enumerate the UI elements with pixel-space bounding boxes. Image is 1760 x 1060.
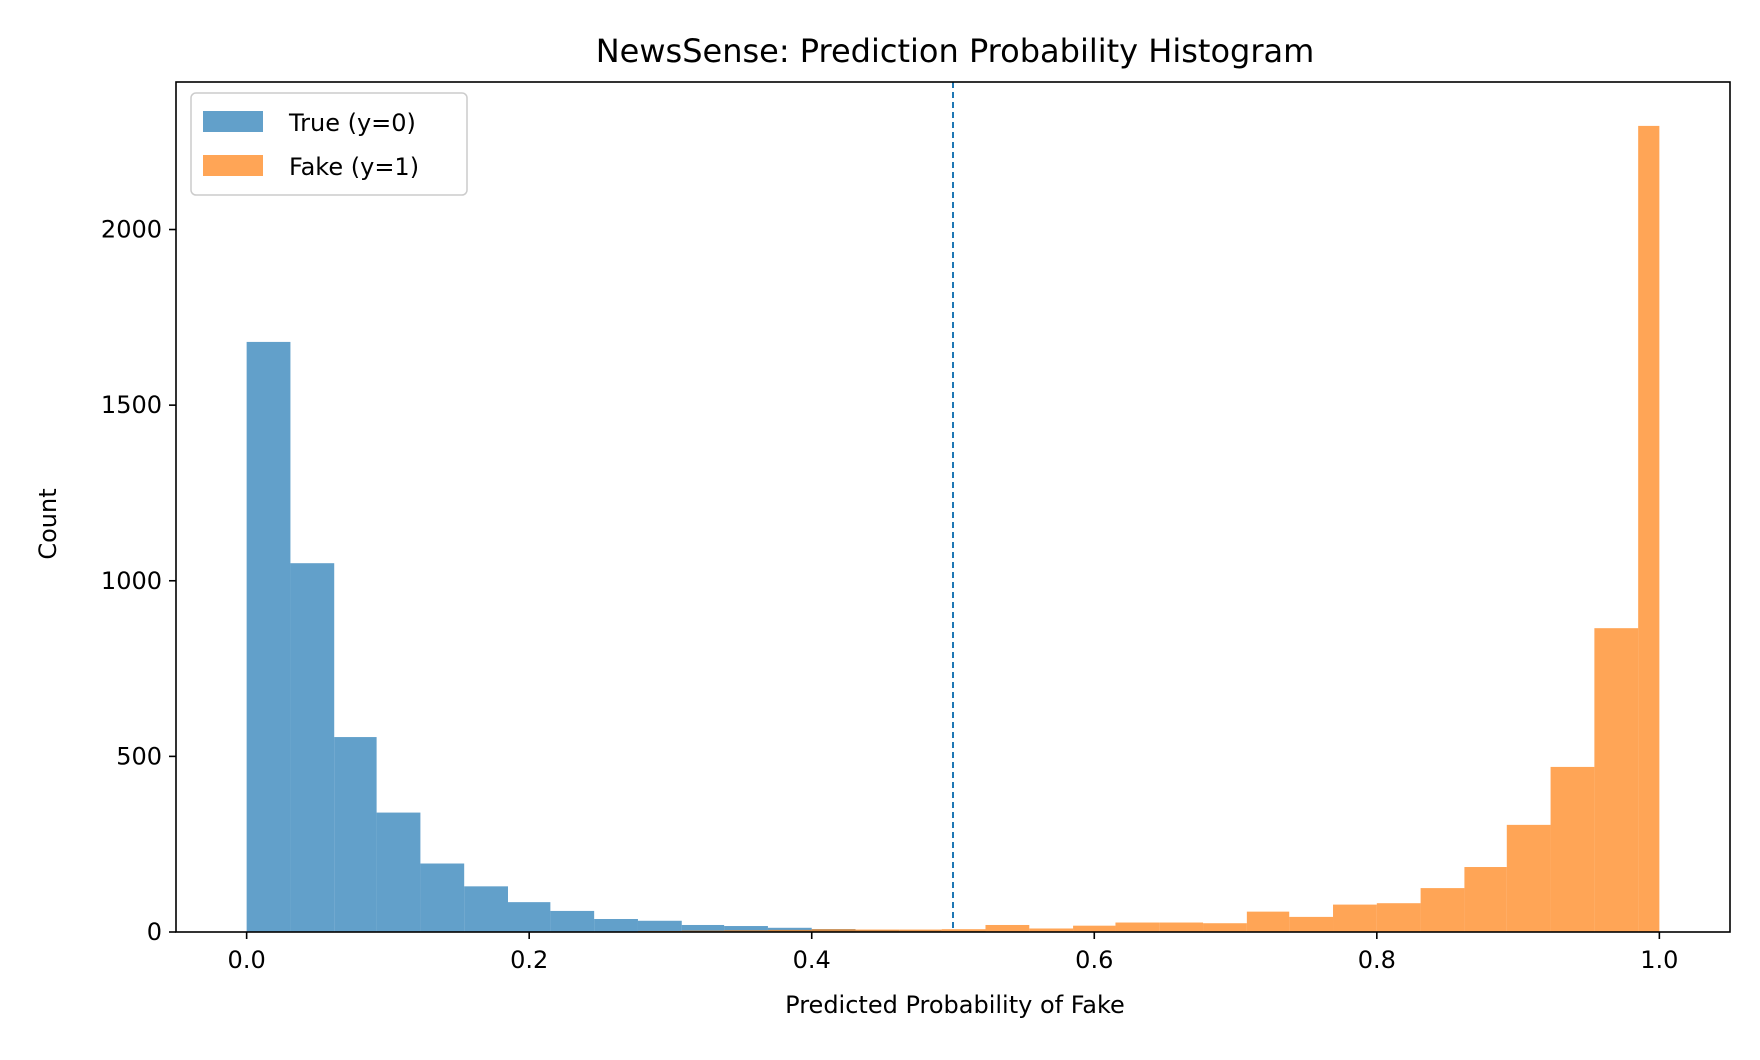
plot-frame (175, 81, 1731, 933)
bar-fake-17 (1376, 903, 1421, 932)
legend-label-true: True (y=0) (288, 109, 416, 137)
bar-true-6 (507, 902, 551, 932)
bar-fake-16 (1333, 904, 1377, 932)
x-tick-label: 0.0 (228, 946, 266, 974)
bar-true-9 (637, 920, 682, 932)
bar-true-1 (290, 563, 335, 932)
y-tick-label: 1000 (101, 567, 162, 595)
bar-fake-15 (1289, 916, 1334, 932)
bar-fake-18 (1420, 888, 1465, 932)
bar-true-11 (724, 926, 768, 932)
bar-true-2 (334, 737, 377, 932)
bar-true-3 (376, 812, 421, 932)
bar-true-0 (246, 341, 291, 932)
bar-fake-9 (1029, 928, 1074, 932)
bar-fake-3 (767, 929, 812, 932)
y-axis-ticks: 0 500 1000 1500 2000 (101, 216, 176, 946)
bar-fake-23 (1638, 125, 1660, 932)
x-tick-label: 0.8 (1358, 946, 1396, 974)
bar-fake-7 (941, 929, 986, 932)
bar-true-5 (464, 886, 508, 932)
bar-fake-5 (855, 929, 900, 932)
y-axis-label: Count (34, 488, 62, 559)
y-tick-label: 500 (116, 742, 162, 770)
bar-true-7 (550, 910, 595, 932)
bar-fake-10 (1073, 925, 1116, 932)
x-tick-label: 1.0 (1640, 946, 1678, 974)
bar-true-4 (420, 863, 465, 932)
bar-fake-6 (899, 929, 942, 932)
bar-fake-19 (1464, 867, 1507, 932)
y-tick-label: 0 (147, 918, 162, 946)
bar-fake-4 (811, 929, 856, 932)
bar-true-8 (594, 919, 638, 932)
bar-fake-13 (1203, 923, 1247, 932)
x-tick-label: 0.2 (510, 946, 548, 974)
y-tick-label: 2000 (101, 216, 162, 244)
legend-swatch-true (203, 111, 263, 132)
bar-fake-14 (1246, 911, 1290, 932)
legend: True (y=0) Fake (y=1) (190, 92, 468, 196)
bar-fake-12 (1159, 922, 1204, 932)
series-fake-bars (637, 125, 1660, 932)
bar-fake-20 (1506, 824, 1551, 932)
chart-title: NewsSense: Prediction Probability Histog… (596, 32, 1315, 70)
bar-fake-2 (724, 930, 768, 932)
y-tick-label: 1500 (101, 391, 162, 419)
bar-fake-22 (1594, 628, 1639, 932)
legend-label-fake: Fake (y=1) (289, 153, 419, 181)
legend-swatch-fake (203, 155, 263, 176)
x-axis-label: Predicted Probability of Fake (785, 991, 1125, 1019)
bar-fake-11 (1115, 922, 1160, 932)
x-tick-label: 0.4 (793, 946, 831, 974)
bar-fake-8 (985, 924, 1030, 932)
series-true-bars (246, 341, 986, 932)
bar-fake-21 (1550, 766, 1595, 932)
x-axis-ticks: 0.0 0.2 0.4 0.6 0.8 1.0 (228, 932, 1678, 974)
x-tick-label: 0.6 (1075, 946, 1113, 974)
bar-true-10 (681, 924, 725, 932)
